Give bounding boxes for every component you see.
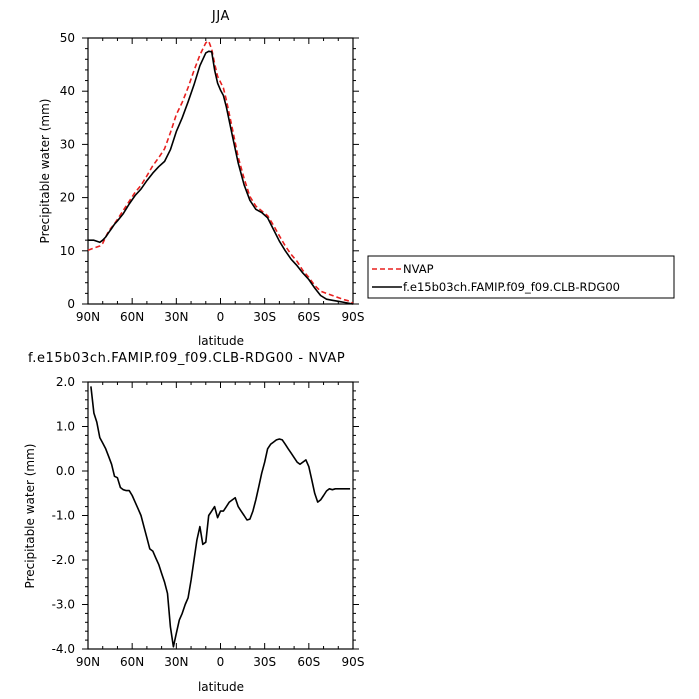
- top-panel: JJA 90N 60N 30N 0 30S 60S 90S 0 10 20 30 40 50 latit…: [38, 9, 675, 348]
- top-x-tick-label: 60S: [297, 310, 320, 324]
- top-y-tick-label: 20: [60, 191, 75, 205]
- legend-label-nvap: NVAP: [403, 262, 434, 276]
- bottom-series-group: [90, 386, 351, 648]
- top-x-tick-label: 60N: [120, 310, 144, 324]
- top-x-tick-label: 90S: [342, 310, 365, 324]
- top-y-axis-label: Precipitable water (mm): [38, 99, 52, 244]
- bottom-plot-frame: [87, 381, 354, 650]
- top-x-tick-label: 30S: [253, 310, 276, 324]
- bottom-x-axis-label: latitude: [198, 680, 244, 694]
- legend-label-model: f.e15b03ch.FAMIP.f09_f09.CLB-RDG00: [403, 280, 620, 294]
- bottom-x-tick-label: 90S: [342, 655, 365, 669]
- top-series-group: [87, 40, 354, 305]
- top-x-tick-label: 90N: [76, 310, 100, 324]
- bottom-y-tick-label: 2.0: [56, 375, 75, 389]
- bottom-x-tick-label: 90N: [76, 655, 100, 669]
- legend: NVAP f.e15b03ch.FAMIP.f09_f09.CLB-RDG00: [367, 255, 675, 299]
- bottom-y-tick-label: 0.0: [56, 464, 75, 478]
- bottom-x-tick-label: 30S: [253, 655, 276, 669]
- top-x-axis-label: latitude: [198, 334, 244, 348]
- top-y-tick-label: 40: [60, 84, 75, 98]
- bottom-x-tick-label: 0: [217, 655, 225, 669]
- bottom-y-tick-label: -2.0: [52, 553, 75, 567]
- top-axis-ticks: 90N 60N 30N 0 30S 60S 90S 0 10 20 30 40 50: [60, 31, 365, 324]
- bottom-y-tick-label: -4.0: [52, 642, 75, 656]
- top-y-tick-label: 0: [67, 297, 75, 311]
- top-y-tick-label: 30: [60, 137, 75, 151]
- top-plot-frame: [87, 37, 354, 305]
- bottom-y-axis-label: Precipitable water (mm): [23, 444, 37, 589]
- bottom-x-tick-label: 60S: [297, 655, 320, 669]
- top-y-tick-label: 50: [60, 31, 75, 45]
- top-x-tick-label: 0: [217, 310, 225, 324]
- top-y-tick-label: 10: [60, 244, 75, 258]
- bottom-x-tick-label: 60N: [120, 655, 144, 669]
- bottom-axis-ticks: 90N 60N 30N 0 30S 60S 90S -4.0 -3.0 -2.0 -1.0 0.0 1.…: [52, 375, 365, 669]
- bottom-y-tick-label: -1.0: [52, 509, 75, 523]
- top-series-line-1: [87, 40, 354, 305]
- legend-box: [367, 255, 675, 299]
- bottom-y-tick-label: -3.0: [52, 598, 75, 612]
- top-x-tick-label: 30N: [164, 310, 188, 324]
- bottom-x-tick-label: 30N: [164, 655, 188, 669]
- bottom-series-line-1: [90, 386, 351, 648]
- top-series-line-2: [88, 50, 354, 305]
- bottom-chart-title: f.e15b03ch.FAMIP.f09_f09.CLB-RDG00 - NVA…: [28, 351, 345, 366]
- top-chart-title: JJA: [211, 9, 230, 24]
- bottom-y-tick-label: 1.0: [56, 420, 75, 434]
- bottom-panel: f.e15b03ch.FAMIP.f09_f09.CLB-RDG00 - NVA…: [23, 351, 364, 694]
